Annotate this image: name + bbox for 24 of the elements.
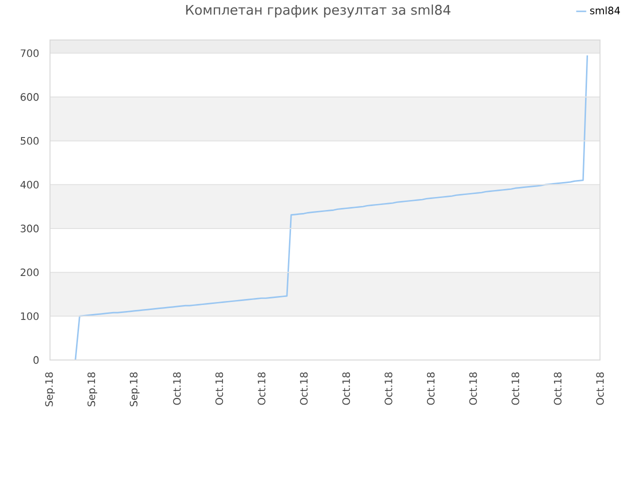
x-tick-label: Oct.18 [554,372,562,405]
x-tick-label: Sep.18 [130,372,140,406]
y-tick-label: 400 [20,180,39,188]
x-tick-label: Sep.18 [45,372,55,406]
x-tick-label: Oct.18 [596,372,604,405]
legend-label: sml84 [590,6,620,14]
y-tick-label: 700 [20,49,39,57]
x-tick-label: Oct.18 [384,372,392,405]
y-tick-label: 0 [34,356,39,364]
y-tick-label: 600 [20,93,39,101]
x-tick-label: Oct.18 [426,372,435,405]
x-tick-label: Oct.18 [300,372,308,405]
x-tick-label: Oct.18 [215,372,224,405]
chart-title: Комплетан график резултат за sml84 [186,4,450,18]
x-tick-label: Oct.18 [342,372,350,405]
y-tick-label: 200 [20,268,39,276]
y-tick-label: 500 [20,136,39,145]
y-tick-label: 100 [21,312,39,320]
x-tick-label: Sep.18 [87,372,98,406]
x-tick-label: Oct.18 [469,372,477,405]
x-tick-label: Oct.18 [512,372,520,405]
x-tick-label: Oct.18 [258,372,266,405]
x-tick-label: Oct.18 [173,372,181,405]
y-tick-label: 300 [20,224,39,232]
